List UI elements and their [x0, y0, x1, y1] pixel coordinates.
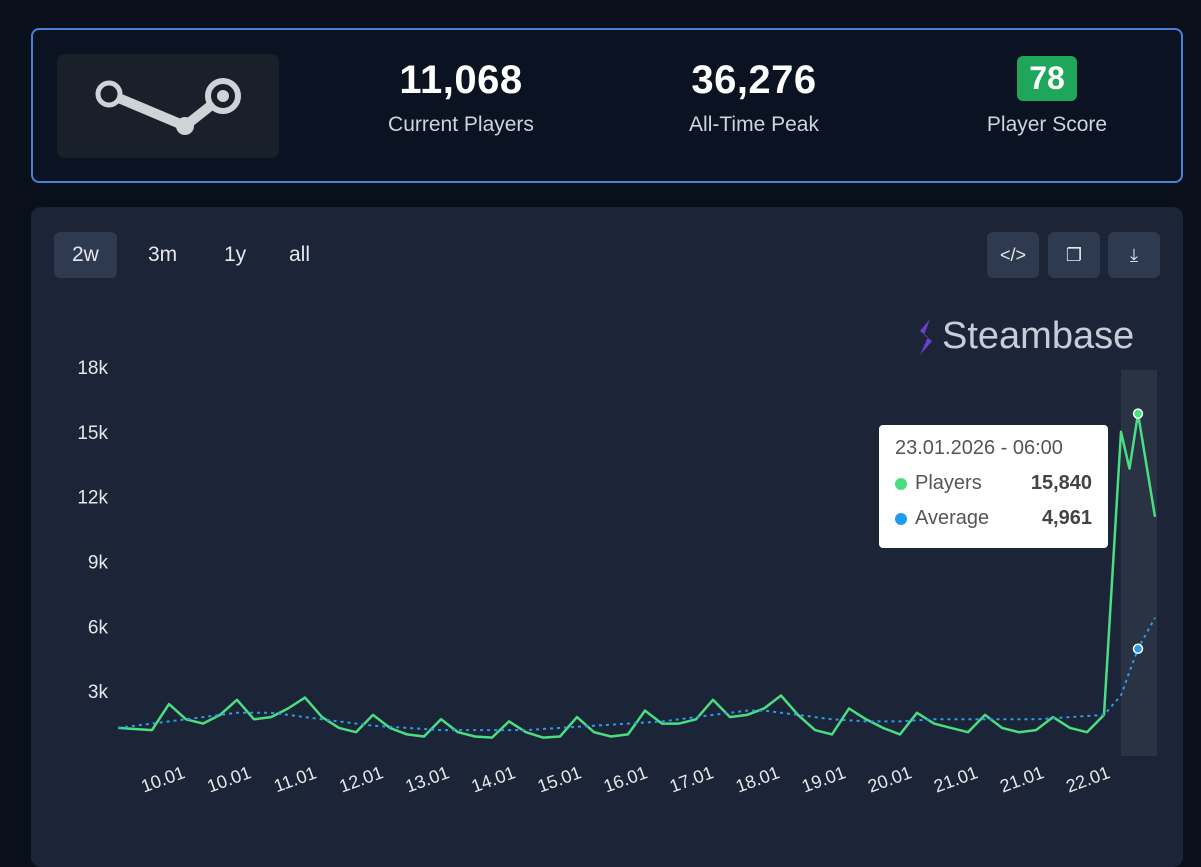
x-tick-label: 22.01: [1063, 762, 1112, 796]
steambase-logo-icon: [920, 318, 932, 355]
x-tick-label: 11.01: [271, 762, 319, 796]
x-tick-label: 14.01: [469, 762, 518, 796]
tooltip-average-value: 4,961: [1041, 507, 1092, 529]
chart-tooltip: 23.01.2026 - 06:00 Players 15,840 Averag…: [879, 425, 1108, 548]
hover-band: [1121, 370, 1157, 756]
tooltip-players-row: Players 15,840: [895, 472, 1092, 495]
embed-code-icon: </>: [999, 244, 1027, 265]
tooltip-average-row: Average 4,961: [895, 507, 1092, 530]
average-hover-point: [1132, 643, 1144, 655]
x-tick-label: 20.01: [865, 762, 914, 796]
current-players-stat: 11,068 Current Players: [351, 58, 571, 137]
y-tick-label: 18k: [77, 358, 108, 379]
download-icon: ⤓: [1130, 244, 1138, 265]
embed-code-button[interactable]: </>: [987, 232, 1039, 278]
x-tick-label: 13.01: [403, 762, 452, 796]
x-tick-label: 21.01: [997, 762, 1046, 796]
tooltip-average-label: Average: [915, 507, 990, 529]
copy-icon: ❐: [1065, 244, 1083, 265]
all-time-peak-stat: 36,276 All-Time Peak: [644, 58, 864, 137]
brand-name: Steambase: [942, 315, 1135, 357]
tooltip-players-value: 15,840: [1030, 472, 1092, 494]
y-tick-label: 12k: [77, 488, 108, 509]
x-tick-label: 12.01: [337, 762, 386, 796]
y-tick-label: 3k: [88, 682, 109, 703]
player-score-label: Player Score: [986, 113, 1108, 136]
players-line: [117, 412, 1157, 739]
x-tick-label: 19.01: [799, 762, 848, 796]
x-tick-label: 10.01: [204, 762, 253, 796]
range-tab-1y[interactable]: 1y: [224, 243, 247, 266]
x-tick-label: 16.01: [601, 762, 650, 796]
steam-logo: [57, 54, 279, 158]
range-tab-2w[interactable]: 2w: [54, 232, 117, 278]
x-tick-label: 17.01: [667, 762, 716, 796]
tooltip-date: 23.01.2026 - 06:00: [895, 437, 1063, 459]
x-tick-label: 15.01: [535, 762, 584, 796]
stats-card: 11,068 Current Players 36,276 All-Time P…: [31, 28, 1183, 183]
steambase-watermark: Steambase: [916, 315, 1134, 358]
all-time-peak-label: All-Time Peak: [689, 113, 819, 136]
current-players-label: Current Players: [388, 113, 534, 136]
average-line: [117, 617, 1156, 732]
x-tick-label: 18.01: [733, 762, 782, 796]
current-players-value: 11,068: [399, 58, 523, 102]
x-tick-label: 10.01: [138, 762, 187, 796]
range-tab-3m[interactable]: 3m: [148, 243, 178, 266]
tooltip-players-label: Players: [915, 472, 982, 494]
copy-button[interactable]: ❐: [1048, 232, 1100, 278]
y-tick-label: 15k: [77, 423, 108, 444]
y-tick-label: 9k: [88, 553, 109, 574]
all-time-peak-value: 36,276: [691, 58, 817, 102]
player-score-badge: 78: [1017, 56, 1077, 101]
steam-logo-icon: [95, 78, 241, 135]
x-tick-label: 21.01: [931, 762, 980, 796]
players-dot-icon: [895, 477, 907, 490]
players-hover-point: [1132, 408, 1144, 419]
range-tab-all[interactable]: all: [289, 243, 311, 266]
player-score-stat: 78 Player Score: [937, 56, 1157, 137]
y-tick-label: 6k: [88, 617, 109, 638]
download-button[interactable]: ⤓: [1108, 232, 1160, 278]
average-dot-icon: [895, 512, 907, 525]
